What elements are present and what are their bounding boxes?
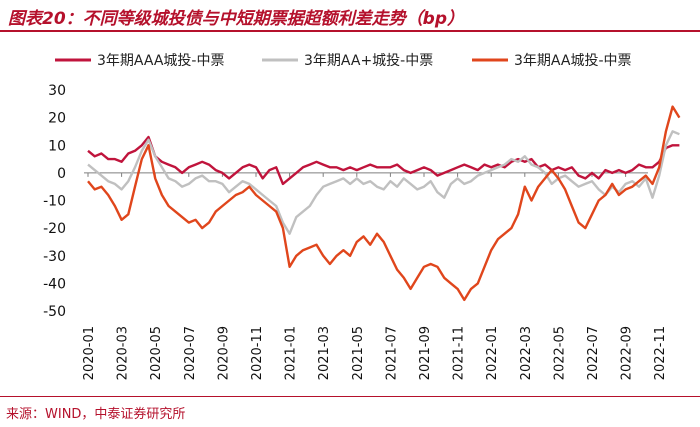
y-tick-label: -10: [43, 194, 66, 210]
x-tick-label: 2022-03: [519, 326, 534, 380]
x-tick-label: 2020-09: [216, 326, 231, 380]
x-tick-label: 2021-03: [317, 326, 332, 380]
y-tick-label: 20: [48, 111, 66, 127]
y-tick-label: -30: [43, 249, 66, 265]
chart-legend: 3年期AAA城投-中票 3年期AA+城投-中票 3年期AA城投-中票: [55, 53, 632, 69]
x-tick-label: 2020-07: [183, 326, 198, 380]
source-rule: [0, 396, 700, 397]
y-tick-label: -20: [43, 221, 66, 237]
legend-label-1: 3年期AAA城投-中票: [97, 53, 224, 69]
series-line-1: [87, 135, 680, 186]
source-note: 来源：WIND，中泰证券研究所: [6, 407, 186, 422]
x-tick-label: 2022-01: [485, 326, 500, 380]
y-tick-label: -40: [43, 276, 66, 292]
title-rule: [0, 30, 700, 32]
x-tick-label: 2020-03: [116, 326, 131, 380]
x-tick-label: 2021-07: [384, 326, 399, 380]
legend-label-2: 3年期AA+城投-中票: [304, 53, 433, 69]
x-tick-label: 2020-01: [82, 326, 97, 380]
plot-lines: [87, 105, 681, 302]
x-tick-label: 2021-09: [418, 326, 433, 380]
y-tick-label: 30: [48, 83, 66, 99]
spread-chart: 3年期AAA城投-中票 3年期AA+城投-中票 3年期AA城投-中票 30 20 10 0…: [43, 53, 681, 380]
x-tick-label: 2022-09: [620, 326, 635, 380]
x-tick-label: 2021-01: [284, 326, 299, 380]
series-line-3: [87, 105, 681, 302]
legend-label-3: 3年期AA城投-中票: [514, 53, 632, 69]
y-tick-label: 0: [57, 166, 66, 182]
x-tick-label: 2022-07: [586, 326, 601, 380]
x-tick-label: 2021-05: [351, 326, 366, 380]
x-tick-label: 2020-11: [250, 326, 265, 380]
y-tick-label: -50: [43, 304, 66, 320]
x-tick-label: 2022-05: [552, 326, 567, 380]
x-axis: 2020-01 2020-03 2020-05 2020-07 2020-09 2020-…: [82, 172, 668, 380]
x-tick-label: 2020-05: [149, 326, 164, 380]
x-tick-label: 2021-11: [452, 326, 467, 380]
series-line-2: [87, 130, 680, 235]
x-tick-label: 2022-11: [653, 326, 668, 380]
y-axis: 30 20 10 0 -10 -20 -30 -40 -50: [43, 83, 66, 320]
figure-title: 图表20：不同等级城投债与中短期票据超额利差走势（bp）: [8, 9, 464, 29]
y-tick-label: 10: [48, 138, 66, 154]
